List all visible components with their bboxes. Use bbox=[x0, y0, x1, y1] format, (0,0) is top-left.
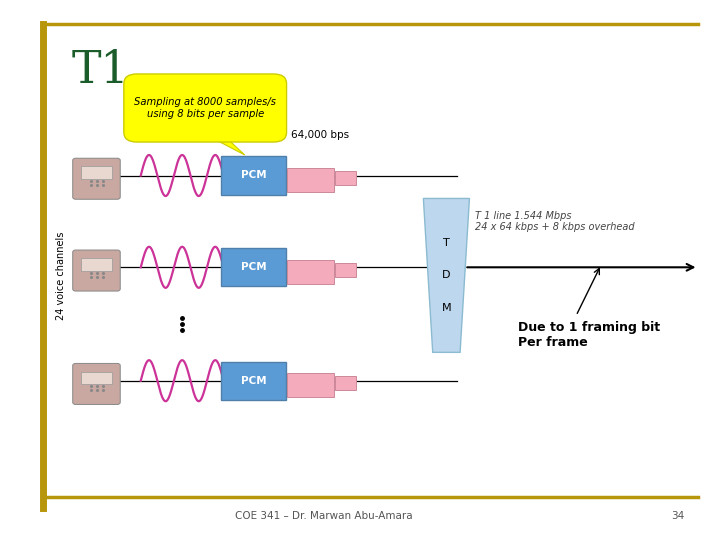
Text: T 1 line 1.544 Mbps
24 x 64 kbps + 8 kbps overhead: T 1 line 1.544 Mbps 24 x 64 kbps + 8 kbp… bbox=[475, 211, 635, 232]
FancyBboxPatch shape bbox=[81, 258, 112, 271]
FancyBboxPatch shape bbox=[124, 74, 287, 142]
Text: 34: 34 bbox=[671, 511, 684, 521]
FancyBboxPatch shape bbox=[73, 250, 120, 291]
Polygon shape bbox=[423, 199, 469, 352]
Text: PCM: PCM bbox=[240, 171, 266, 180]
Text: Due to 1 framing bit
Per frame: Due to 1 framing bit Per frame bbox=[518, 321, 660, 349]
FancyBboxPatch shape bbox=[220, 156, 287, 194]
FancyBboxPatch shape bbox=[73, 363, 120, 404]
FancyBboxPatch shape bbox=[81, 166, 112, 179]
Text: COE 341 – Dr. Marwan Abu-Amara: COE 341 – Dr. Marwan Abu-Amara bbox=[235, 511, 413, 521]
Text: M: M bbox=[441, 303, 451, 313]
FancyBboxPatch shape bbox=[81, 372, 112, 384]
FancyBboxPatch shape bbox=[287, 168, 334, 192]
Text: 24 voice channels: 24 voice channels bbox=[56, 231, 66, 320]
Text: 64,000 bps: 64,000 bps bbox=[292, 130, 349, 140]
FancyBboxPatch shape bbox=[287, 260, 334, 284]
FancyBboxPatch shape bbox=[73, 158, 120, 199]
Text: T: T bbox=[443, 238, 450, 248]
FancyBboxPatch shape bbox=[335, 263, 356, 277]
Polygon shape bbox=[207, 135, 245, 155]
Text: T1: T1 bbox=[72, 49, 130, 92]
FancyBboxPatch shape bbox=[335, 376, 356, 390]
Text: PCM: PCM bbox=[240, 262, 266, 272]
Text: Sampling at 8000 samples/s
using 8 bits per sample: Sampling at 8000 samples/s using 8 bits … bbox=[134, 97, 276, 119]
Text: PCM: PCM bbox=[240, 376, 266, 386]
Text: D: D bbox=[442, 271, 451, 280]
FancyBboxPatch shape bbox=[220, 248, 287, 286]
Text: 4 kHz: 4 kHz bbox=[162, 130, 191, 140]
FancyBboxPatch shape bbox=[335, 171, 356, 185]
FancyBboxPatch shape bbox=[287, 373, 334, 397]
FancyBboxPatch shape bbox=[220, 362, 287, 400]
